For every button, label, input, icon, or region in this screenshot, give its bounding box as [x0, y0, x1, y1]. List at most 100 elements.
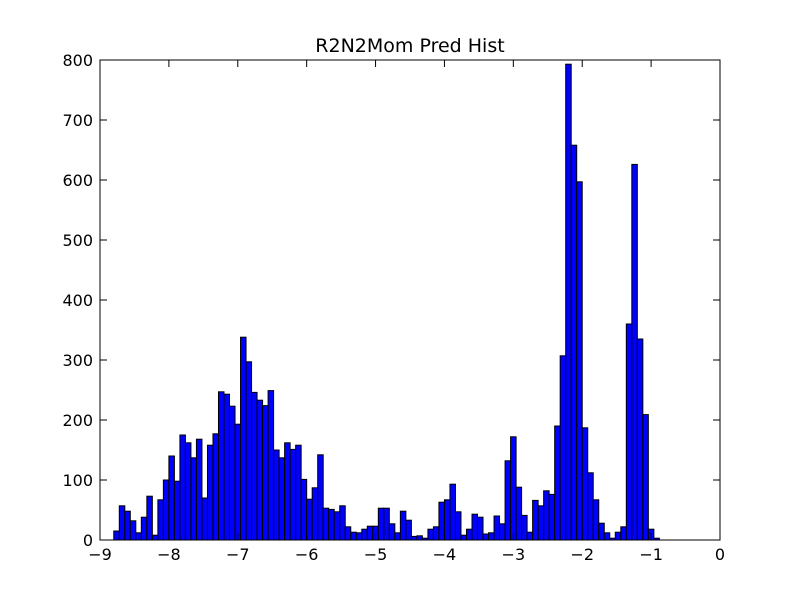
histogram-bar	[240, 336, 247, 541]
histogram-bar	[636, 338, 644, 541]
y-tick-label: 600	[62, 171, 93, 190]
histogram-bar	[477, 516, 484, 541]
histogram-bar	[620, 526, 627, 541]
histogram-bar	[515, 486, 523, 541]
x-tick-label: −9	[88, 545, 112, 564]
histogram-bar	[603, 532, 611, 541]
histogram-bar	[521, 514, 528, 541]
histogram-bar	[195, 438, 203, 541]
chart-title: R2N2Mom Pred Hist	[315, 35, 504, 57]
histogram-bar	[510, 436, 517, 541]
histogram-bar	[631, 163, 638, 541]
y-tick-label: 200	[62, 411, 93, 430]
histogram-bar	[328, 508, 335, 541]
histogram-bar	[592, 499, 600, 541]
histogram-bar	[140, 516, 148, 541]
histogram-bar	[581, 427, 589, 541]
histogram-bar	[317, 454, 324, 541]
histogram-bar	[162, 479, 170, 541]
histogram-bar	[438, 501, 445, 541]
histogram-bar	[416, 535, 423, 541]
histogram-bar	[587, 472, 594, 541]
histogram-bar	[273, 449, 280, 541]
histogram-bar	[350, 531, 357, 541]
x-tick-label: −6	[295, 545, 319, 564]
histogram-bar	[454, 511, 462, 541]
histogram-bar	[471, 513, 479, 541]
ticks-layer: −9 −8 −7 −6 −5 −4 −3 −2 −1 0 0 100 200 300 400 500 600 70…	[62, 51, 725, 564]
histogram-bar	[499, 523, 506, 541]
histogram-bar	[432, 526, 440, 541]
y-tick-label: 800	[62, 51, 93, 70]
histogram-bar	[427, 528, 434, 541]
histogram-bar	[251, 391, 258, 541]
histogram-bar	[493, 515, 501, 541]
x-tick-label: 0	[715, 545, 725, 564]
y-tick-label: 500	[62, 231, 93, 250]
histogram-bar	[157, 499, 164, 541]
bars-layer	[113, 63, 660, 541]
histogram-bar	[399, 510, 407, 541]
histogram-bar	[267, 390, 275, 541]
histogram-bar	[598, 522, 605, 541]
histogram-bar	[339, 505, 346, 541]
histogram-bar	[135, 532, 142, 541]
histogram-bar	[410, 535, 418, 541]
histogram-bar	[201, 497, 208, 541]
histogram-bar	[229, 405, 236, 541]
histogram-bar	[554, 425, 561, 541]
histogram-bar	[449, 483, 456, 541]
histogram-bar	[295, 444, 302, 541]
histogram-bar	[383, 507, 390, 541]
histogram-bar	[311, 487, 319, 541]
histogram-bar	[184, 442, 192, 541]
histogram-bar	[576, 181, 583, 541]
histogram-bar	[543, 490, 550, 541]
x-tick-label: −8	[157, 545, 181, 564]
histogram-bar	[405, 519, 412, 541]
histogram-bar	[179, 434, 186, 541]
histogram-bar	[488, 532, 495, 541]
histogram-bar	[565, 63, 572, 541]
x-tick-label: −2	[570, 545, 594, 564]
x-tick-label: −7	[226, 545, 250, 564]
histogram-bar	[284, 442, 291, 541]
y-tick-label: 700	[62, 111, 93, 130]
y-tick-label: 100	[62, 471, 93, 490]
histogram-bar	[559, 355, 567, 541]
histogram-bar	[300, 478, 308, 541]
histogram-bar	[129, 520, 137, 541]
histogram-bar	[173, 480, 181, 541]
histogram-bar	[278, 457, 286, 541]
histogram-bar	[223, 393, 231, 541]
histogram-bar	[234, 423, 242, 541]
histogram-bar	[190, 457, 197, 541]
histogram-bar	[322, 507, 330, 541]
histogram-bar	[443, 499, 451, 541]
histogram-bar	[377, 507, 385, 541]
histogram-bar	[504, 460, 512, 541]
histogram-bar	[642, 414, 649, 541]
histogram-bar	[168, 455, 175, 541]
histogram-bar	[206, 444, 214, 541]
x-tick-label: −3	[502, 545, 526, 564]
histogram-bar	[526, 531, 534, 541]
histogram-bar	[245, 361, 253, 541]
histogram-bar	[118, 505, 126, 541]
histogram-bar	[388, 523, 396, 541]
histogram-bar	[344, 526, 352, 541]
y-tick-label: 400	[62, 291, 93, 310]
histogram-bar	[465, 528, 473, 541]
histogram-bar	[460, 534, 467, 541]
x-tick-label: −1	[639, 545, 663, 564]
histogram-bar	[625, 323, 633, 541]
histogram-bar	[124, 510, 131, 541]
histogram-bar	[532, 499, 539, 541]
histogram-bar	[614, 531, 622, 541]
histogram-bar	[548, 493, 556, 541]
histogram-bar	[262, 405, 269, 541]
histogram-bar	[256, 399, 264, 541]
y-tick-label: 0	[83, 531, 93, 550]
